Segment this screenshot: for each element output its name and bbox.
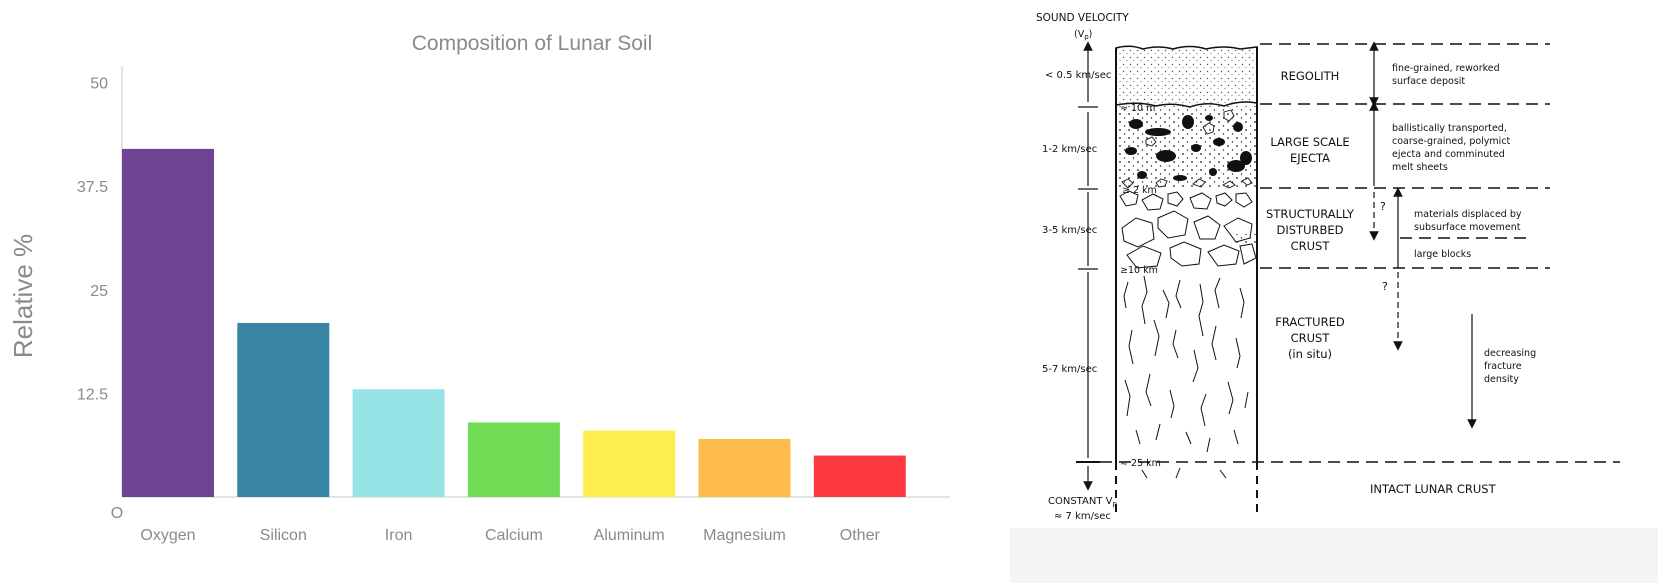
depth-25km: ≈ 25 km: [1120, 458, 1161, 469]
bars-group: [122, 148, 906, 497]
note-fracture-3: density: [1484, 374, 1519, 385]
layer-disturbed-line3: CRUST: [1291, 239, 1331, 253]
layer-ejecta-line1: LARGE SCALE: [1270, 135, 1349, 149]
x-axis-labels: Oxygen Silicon Iron Calcium Aluminum Magnesiu…: [140, 527, 880, 544]
y-tick-label: O: [111, 505, 123, 522]
y-axis-ticks: O 12.5 25 37.5 50: [77, 76, 123, 522]
note-displaced-1: materials displaced by: [1414, 209, 1522, 220]
x-tick-label: Calcium: [485, 527, 543, 544]
velocity-regolith: < 0.5 km/sec: [1045, 70, 1111, 81]
layer-disturbed-line2: DISTURBED: [1277, 223, 1344, 237]
question-mark-2: ?: [1382, 280, 1388, 293]
layer-regolith: REGOLITH: [1281, 69, 1340, 83]
bar-chart-panel: Composition of Lunar Soil Relative % O 12…: [8, 32, 950, 544]
bar-chart: Composition of Lunar Soil Relative % O 12…: [8, 32, 950, 544]
y-tick-label: 50: [90, 76, 108, 93]
bar-magnesium[interactable]: [698, 438, 791, 497]
bar-iron[interactable]: [352, 389, 445, 497]
velocity-disturbed: 3-5 km/sec: [1042, 225, 1097, 236]
layer-fractured-line2: CRUST: [1291, 331, 1331, 345]
note-displaced-2: subsurface movement: [1414, 222, 1521, 233]
lunar-crust-diagram: SOUND VELOCITY (Vp) < 0.5 km/sec 1-2 km/…: [1010, 0, 1658, 583]
layer-intact: INTACT LUNAR CRUST: [1370, 482, 1497, 496]
x-tick-label: Magnesium: [703, 527, 786, 544]
sound-velocity-symbol: (Vp): [1074, 29, 1092, 41]
layer-ejecta-line2: EJECTA: [1290, 151, 1330, 165]
layer-disturbed-line1: STRUCTURALLY: [1266, 207, 1355, 221]
y-axis-label: Relative %: [8, 234, 38, 358]
constant-vp-label: CONSTANT Vp: [1048, 496, 1117, 508]
bar-silicon[interactable]: [237, 322, 330, 497]
x-tick-label: Oxygen: [140, 527, 195, 544]
x-tick-label: Other: [840, 527, 881, 544]
note-regolith-1: fine-grained, reworked: [1392, 63, 1500, 74]
note-fracture-1: decreasing: [1484, 348, 1536, 359]
velocity-fractured: 5-7 km/sec: [1042, 364, 1097, 375]
note-ejecta-4: melt sheets: [1392, 162, 1448, 173]
constant-vp-value: ≈ 7 km/sec: [1054, 511, 1111, 522]
y-tick-label: 37.5: [77, 179, 108, 196]
note-regolith-2: surface deposit: [1392, 76, 1465, 87]
velocity-ejecta: 1-2 km/sec: [1042, 144, 1097, 155]
depth-10km: ≥10 km: [1120, 265, 1158, 276]
sound-velocity-title: SOUND VELOCITY: [1036, 12, 1129, 24]
x-tick-label: Iron: [385, 527, 413, 544]
note-ejecta-3: ejecta and comminuted: [1392, 149, 1505, 160]
bar-calcium[interactable]: [467, 422, 560, 497]
bar-other[interactable]: [813, 455, 906, 497]
layer-fractured-line3: (in situ): [1288, 347, 1332, 361]
x-tick-label: Aluminum: [594, 527, 665, 544]
bar-oxygen[interactable]: [122, 148, 214, 497]
question-mark-1: ?: [1380, 200, 1386, 213]
y-tick-label: 12.5: [77, 386, 108, 403]
crust-column: [1115, 45, 1258, 512]
x-tick-label: Silicon: [260, 527, 307, 544]
lunar-crust-diagram-panel: SOUND VELOCITY (Vp) < 0.5 km/sec 1-2 km/…: [1010, 0, 1658, 583]
chart-title: Composition of Lunar Soil: [412, 32, 652, 55]
y-tick-label: 25: [90, 283, 108, 300]
note-ejecta-1: ballistically transported,: [1392, 123, 1507, 134]
note-fracture-2: fracture: [1484, 361, 1522, 372]
bar-aluminum[interactable]: [583, 430, 676, 497]
layer-fractured-line1: FRACTURED: [1275, 315, 1345, 329]
note-ejecta-2: coarse-grained, polymict: [1392, 136, 1511, 147]
note-large-blocks: large blocks: [1414, 249, 1471, 260]
depth-2km: ≥ 2 km: [1122, 185, 1157, 196]
